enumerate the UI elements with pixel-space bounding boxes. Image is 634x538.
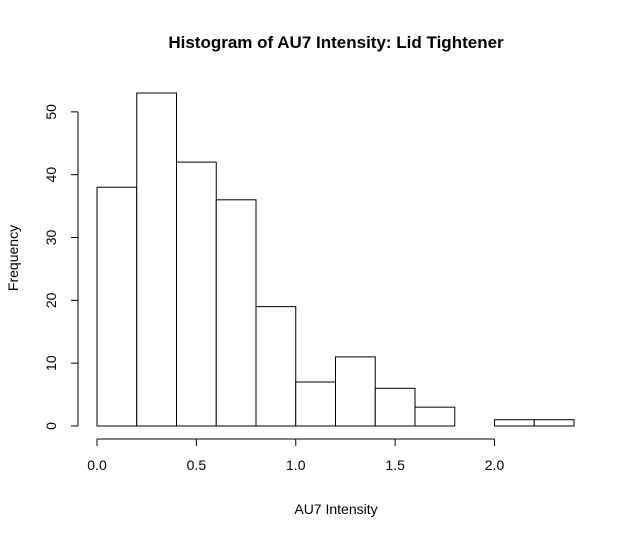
histogram-bar	[176, 161, 217, 427]
histogram-bar	[255, 306, 297, 427]
y-tick-label: 50	[43, 104, 59, 120]
histogram-bar	[374, 387, 416, 427]
histogram-bar	[494, 419, 535, 427]
y-axis-label: Frequency	[5, 225, 21, 291]
x-tick-label: 0.0	[87, 457, 107, 473]
y-tick-label: 20	[43, 292, 59, 308]
histogram-bar	[96, 186, 138, 427]
chart-title: Histogram of AU7 Intensity: Lid Tightene…	[168, 33, 504, 52]
histogram-bar	[136, 92, 177, 427]
y-tick-label: 0	[43, 422, 59, 430]
histogram-bar	[295, 381, 336, 427]
x-tick-label: 0.5	[187, 457, 207, 473]
histogram-bar	[215, 199, 257, 427]
x-axis-label: AU7 Intensity	[294, 501, 377, 517]
x-tick-label: 2.0	[485, 457, 505, 473]
histogram-bar	[533, 419, 575, 427]
histogram-bar	[335, 356, 376, 427]
bars	[96, 92, 575, 427]
y-axis: 0 10 20 30 40 50	[43, 104, 79, 430]
y-tick-label: 10	[43, 355, 59, 371]
histogram-bar	[414, 406, 456, 427]
x-tick-label: 1.0	[286, 457, 306, 473]
y-tick-label: 30	[43, 230, 59, 246]
x-axis: 0.0 0.5 1.0 1.5 2.0	[87, 438, 505, 473]
x-tick-label: 1.5	[385, 457, 405, 473]
y-tick-label: 40	[43, 167, 59, 183]
